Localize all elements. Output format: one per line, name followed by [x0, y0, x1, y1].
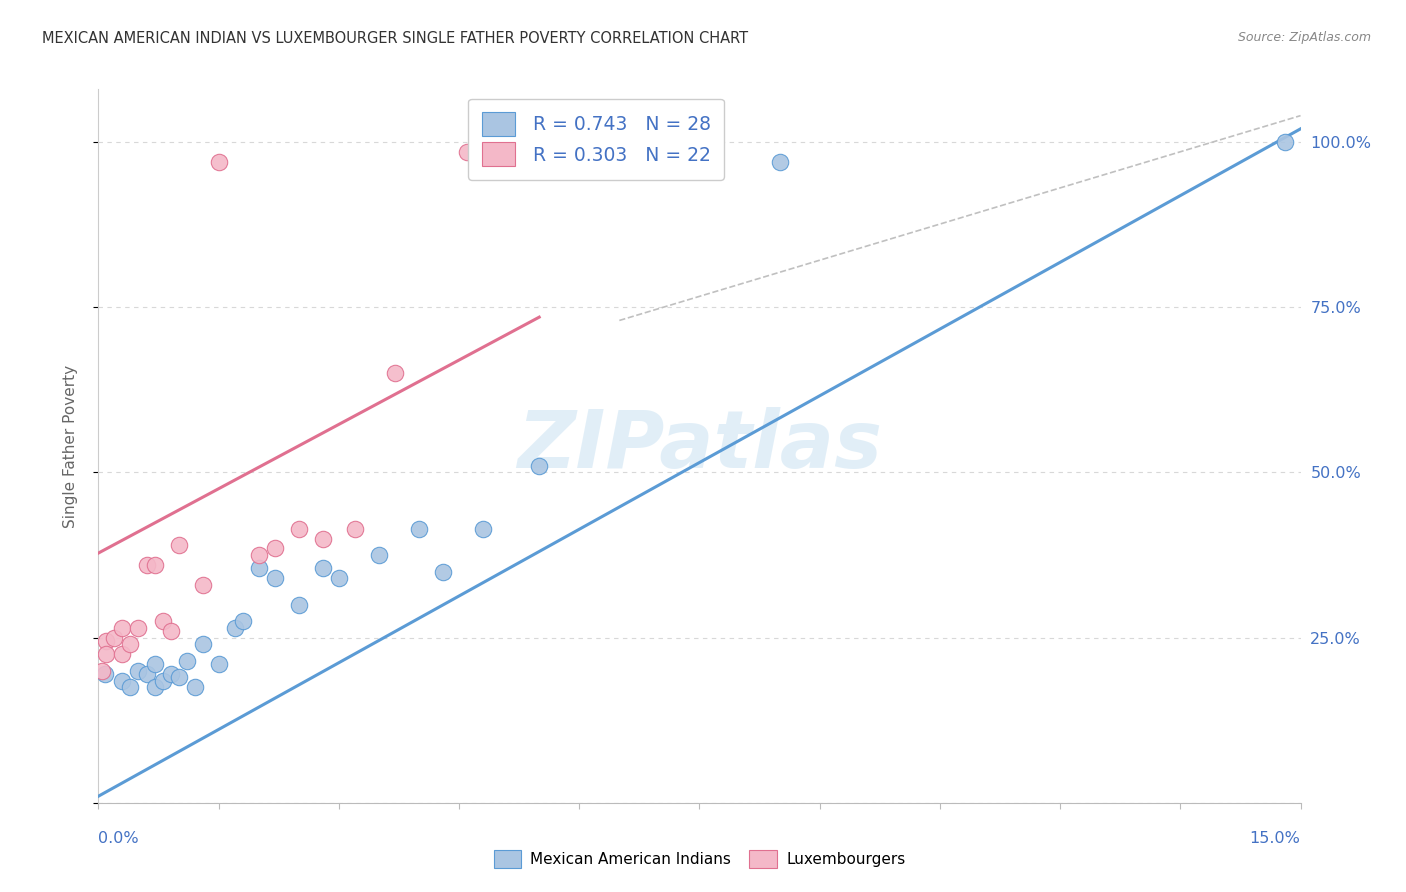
Point	[191, 637, 214, 651]
Point	[208, 657, 231, 671]
Point	[183, 680, 205, 694]
Point	[159, 624, 181, 638]
Point	[1274, 135, 1296, 149]
Point	[143, 680, 166, 694]
Point	[176, 654, 198, 668]
Point	[328, 571, 350, 585]
Legend: Mexican American Indians, Luxembourgers: Mexican American Indians, Luxembourgers	[485, 841, 914, 877]
Point	[263, 541, 285, 556]
Text: ZIPatlas: ZIPatlas	[517, 407, 882, 485]
Point	[247, 548, 270, 562]
Point	[263, 571, 285, 585]
Point	[529, 458, 551, 473]
Point	[769, 154, 792, 169]
Point	[120, 680, 142, 694]
Point	[152, 614, 174, 628]
Point	[91, 664, 114, 678]
Point	[432, 565, 454, 579]
Point	[288, 598, 311, 612]
Point	[191, 578, 214, 592]
Point	[96, 634, 118, 648]
Point	[143, 558, 166, 572]
Text: Source: ZipAtlas.com: Source: ZipAtlas.com	[1237, 31, 1371, 45]
Point	[128, 621, 150, 635]
Point	[312, 561, 335, 575]
Point	[384, 367, 406, 381]
Point	[167, 670, 190, 684]
Point	[472, 522, 495, 536]
Point	[167, 538, 190, 552]
Point	[232, 614, 254, 628]
Point	[368, 548, 391, 562]
Point	[247, 561, 270, 575]
Point	[312, 532, 335, 546]
Text: 0.0%: 0.0%	[98, 831, 139, 846]
Point	[288, 522, 311, 536]
Point	[343, 522, 366, 536]
Y-axis label: Single Father Poverty: Single Father Poverty	[63, 365, 77, 527]
Point	[159, 667, 181, 681]
Point	[128, 664, 150, 678]
Text: 15.0%: 15.0%	[1250, 831, 1301, 846]
Point	[135, 667, 157, 681]
Point	[143, 657, 166, 671]
Point	[208, 154, 231, 169]
Point	[120, 637, 142, 651]
Point	[224, 621, 246, 635]
Point	[135, 558, 157, 572]
Point	[111, 621, 134, 635]
Point	[111, 673, 134, 688]
Point	[96, 647, 118, 661]
Text: MEXICAN AMERICAN INDIAN VS LUXEMBOURGER SINGLE FATHER POVERTY CORRELATION CHART: MEXICAN AMERICAN INDIAN VS LUXEMBOURGER …	[42, 31, 748, 46]
Point	[111, 647, 134, 661]
Point	[408, 522, 430, 536]
Point	[456, 145, 478, 159]
Point	[94, 667, 117, 681]
Point	[152, 673, 174, 688]
Point	[103, 631, 125, 645]
